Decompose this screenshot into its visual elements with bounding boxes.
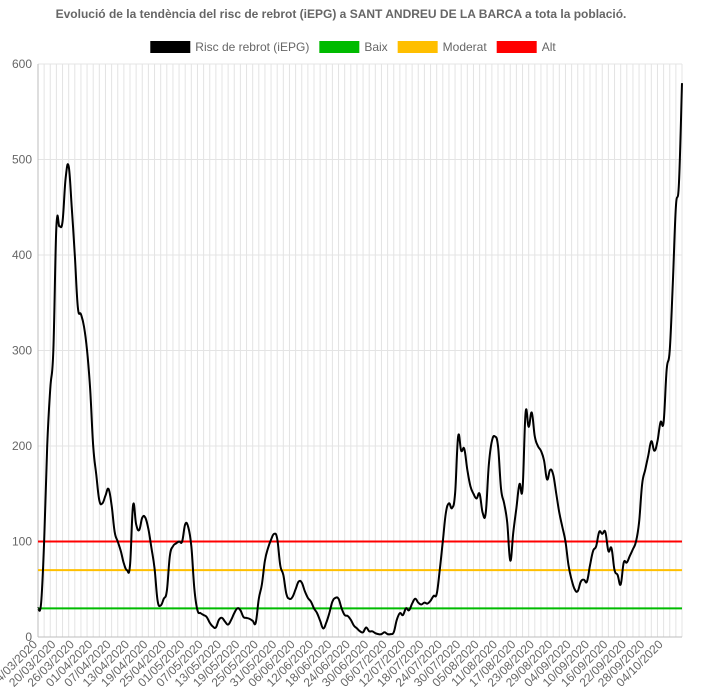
legend-item-alt[interactable]: Alt [496, 40, 557, 54]
y-tick-label: 300 [12, 344, 32, 358]
grid [37, 63, 683, 638]
legend-swatch [496, 41, 537, 53]
y-tick-label: 100 [12, 535, 32, 549]
chart-title: Evolució de la tendència del risc de reb… [56, 7, 627, 21]
legend-label: Baix [364, 40, 387, 54]
y-axis: 0 100 200 300 400 500 600 [12, 57, 32, 644]
legend-swatch [150, 41, 191, 53]
legend-item-moderat[interactable]: Moderat [397, 40, 488, 54]
y-tick-label: 200 [12, 439, 32, 453]
legend-item-risc-de-rebrot-iepg[interactable]: Risc de rebrot (iEPG) [150, 40, 309, 54]
y-tick-label: 400 [12, 248, 32, 262]
legend-swatch [319, 41, 360, 53]
series-line-risc-de-rebrot [37, 83, 683, 636]
y-tick-label: 600 [12, 57, 32, 71]
series-layer [37, 83, 683, 636]
legend-label: Risc de rebrot (iEPG) [195, 40, 309, 54]
legend-label: Moderat [443, 40, 488, 54]
x-axis: 14/03/202020/03/202026/03/202001/04/2020… [0, 637, 666, 690]
y-tick-label: 0 [25, 630, 32, 644]
y-tick-label: 500 [12, 153, 32, 167]
legend-label: Alt [542, 40, 557, 54]
legend: Risc de rebrot (iEPG) Baix Moderat Alt [150, 40, 556, 54]
legend-item-baix[interactable]: Baix [319, 40, 388, 54]
legend-swatch [397, 41, 438, 53]
